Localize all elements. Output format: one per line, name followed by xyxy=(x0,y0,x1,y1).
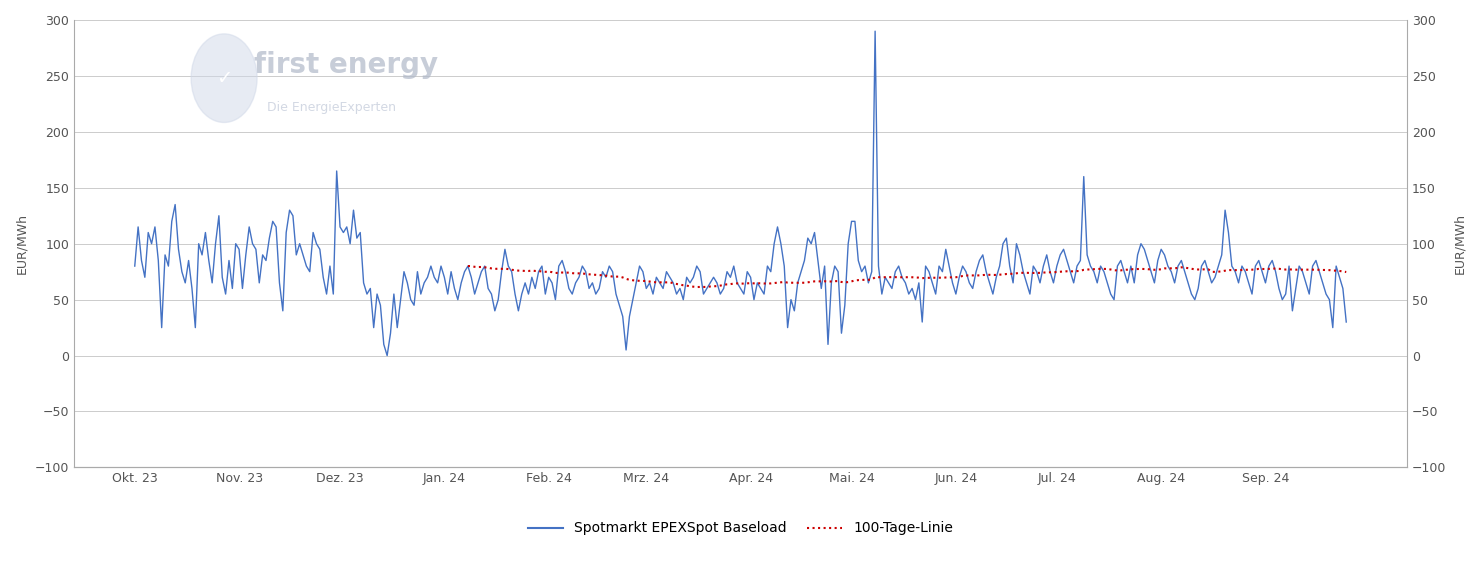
Y-axis label: EUR/MWh: EUR/MWh xyxy=(15,213,28,274)
Y-axis label: EUR/MWh: EUR/MWh xyxy=(1453,213,1466,274)
Text: Die EnergieExperten: Die EnergieExperten xyxy=(268,101,397,114)
Legend: Spotmarkt EPEXSpot Baseload, 100-Tage-Linie: Spotmarkt EPEXSpot Baseload, 100-Tage-Li… xyxy=(523,516,958,541)
Text: first energy: first energy xyxy=(255,52,438,79)
